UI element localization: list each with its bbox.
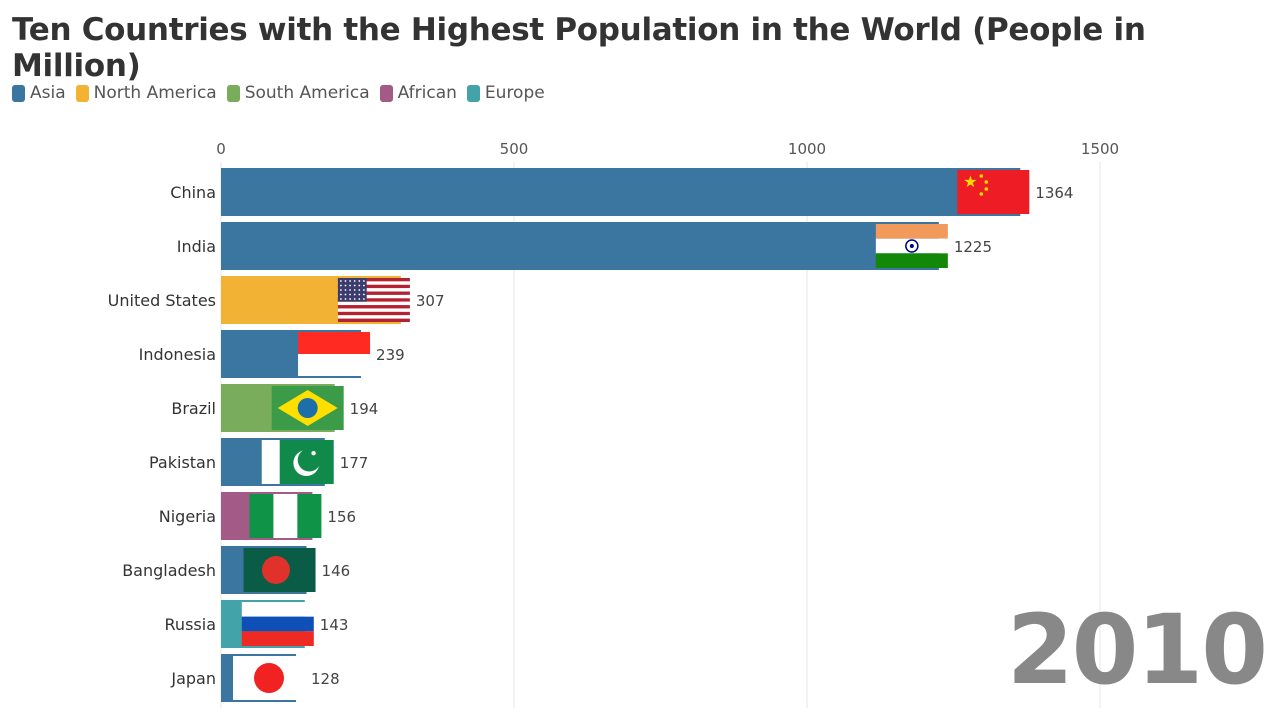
value-label: 1225 xyxy=(954,238,992,256)
value-label: 156 xyxy=(327,508,356,526)
flag-japan-icon xyxy=(233,656,306,700)
value-label: 146 xyxy=(322,562,351,580)
flag-bangladesh-icon xyxy=(243,548,316,592)
bar-row-india: India 1225 xyxy=(177,222,992,270)
bar-row-pakistan: Pakistan 177 xyxy=(149,438,368,486)
legend-swatch xyxy=(466,84,480,102)
value-label: 177 xyxy=(340,454,369,472)
flag-nigeria-icon xyxy=(249,494,322,538)
bar-row-nigeria: Nigeria 156 xyxy=(159,492,356,540)
legend-label: African xyxy=(397,83,457,103)
category-label: United States xyxy=(108,291,216,310)
legend-label: Europe xyxy=(484,83,545,103)
value-label: 128 xyxy=(311,670,340,688)
category-label: Indonesia xyxy=(139,345,216,364)
bar-row-china: China ★ 1364 xyxy=(170,168,1073,216)
legend-label: Asia xyxy=(30,83,66,103)
bar-row-russia: Russia 143 xyxy=(165,600,349,648)
category-label: China xyxy=(170,183,216,202)
category-label: Pakistan xyxy=(149,453,216,472)
flag-india-icon xyxy=(875,224,948,268)
legend-label: South America xyxy=(244,83,370,103)
flag-brazil-icon xyxy=(271,386,344,430)
value-label: 307 xyxy=(416,292,445,310)
x-tick-label: 0 xyxy=(216,140,226,158)
bar-row-united-states: United States 307 xyxy=(108,276,445,324)
bar-row-indonesia: Indonesia 239 xyxy=(139,330,405,378)
chart-title: Ten Countries with the Highest Populatio… xyxy=(12,12,1146,84)
category-label: India xyxy=(177,237,216,256)
flag-usa-icon xyxy=(337,278,410,322)
value-label: 239 xyxy=(376,346,405,364)
category-label: Bangladesh xyxy=(122,561,216,580)
legend-swatch xyxy=(379,84,393,102)
category-label: Nigeria xyxy=(159,507,216,526)
category-label: Russia xyxy=(165,615,216,634)
legend-label: North America xyxy=(93,83,217,103)
legend-item-asia[interactable]: Asia xyxy=(12,83,66,103)
flag-russia-icon xyxy=(241,602,314,646)
legend-item-north-america[interactable]: North America xyxy=(75,83,217,103)
category-label: Brazil xyxy=(171,399,216,418)
x-tick-label: 500 xyxy=(500,140,529,158)
x-tick-label: 1500 xyxy=(1081,140,1119,158)
legend-swatch xyxy=(12,84,25,102)
value-label: 143 xyxy=(320,616,349,634)
bar-row-brazil: Brazil 194 xyxy=(171,384,378,432)
year-label: 2010 xyxy=(1006,594,1268,706)
flag-indonesia-icon xyxy=(298,332,371,376)
legend-swatch xyxy=(75,84,89,102)
bar[interactable] xyxy=(221,168,1021,216)
x-tick-label: 1000 xyxy=(788,140,826,158)
flag-pakistan-icon xyxy=(261,440,334,484)
category-label: Japan xyxy=(170,669,216,688)
legend: Asia North America South America African… xyxy=(12,83,545,103)
bar[interactable] xyxy=(221,222,939,270)
legend-swatch xyxy=(226,84,240,102)
flag-china-icon: ★ xyxy=(957,170,1030,214)
svg-text:★: ★ xyxy=(963,174,977,191)
bar-row-bangladesh: Bangladesh 146 xyxy=(122,546,350,594)
legend-item-african[interactable]: African xyxy=(379,83,457,103)
legend-item-europe[interactable]: Europe xyxy=(466,83,545,103)
value-label: 194 xyxy=(350,400,379,418)
legend-item-south-america[interactable]: South America xyxy=(226,83,370,103)
value-label: 1364 xyxy=(1035,184,1073,202)
bar-row-japan: Japan 128 xyxy=(170,654,340,702)
